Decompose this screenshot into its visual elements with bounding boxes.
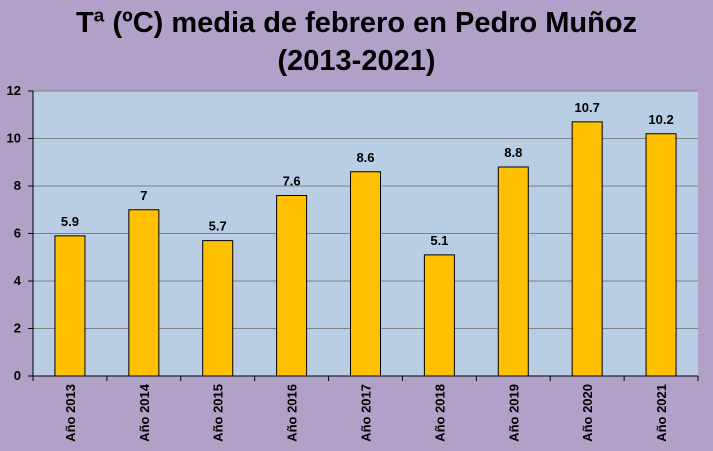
x-tick-label: Año 2015 bbox=[211, 384, 226, 442]
x-tick-label: Año 2016 bbox=[285, 384, 300, 442]
data-label: 5.7 bbox=[209, 219, 227, 234]
y-tick-label: 2 bbox=[14, 321, 21, 336]
chart-title: Tª (ºC) media de febrero en Pedro Muñoz … bbox=[0, 4, 713, 80]
data-label: 7 bbox=[140, 188, 147, 203]
data-label: 5.1 bbox=[430, 233, 448, 248]
data-label: 10.2 bbox=[648, 112, 673, 127]
data-label: 7.6 bbox=[283, 174, 301, 189]
x-tick-label: Año 2020 bbox=[580, 384, 595, 442]
bar bbox=[128, 209, 160, 377]
y-tick-label: 12 bbox=[7, 83, 21, 98]
bar bbox=[423, 254, 455, 377]
bar bbox=[497, 166, 529, 377]
data-label: 10.7 bbox=[575, 100, 600, 115]
bar bbox=[276, 195, 308, 377]
data-label: 8.6 bbox=[356, 150, 374, 165]
y-tick-label: 8 bbox=[14, 178, 21, 193]
x-tick-label: Año 2018 bbox=[432, 384, 447, 442]
x-tick-label: Año 2019 bbox=[506, 384, 521, 442]
y-tick-label: 0 bbox=[14, 368, 21, 383]
bar bbox=[202, 240, 234, 377]
data-label: 5.9 bbox=[61, 214, 79, 229]
data-label: 8.8 bbox=[504, 145, 522, 160]
bar bbox=[350, 171, 381, 377]
y-tick-label: 4 bbox=[14, 273, 22, 288]
bar bbox=[571, 121, 603, 377]
x-tick-label: Año 2017 bbox=[359, 384, 374, 442]
x-tick-label: Año 2014 bbox=[137, 383, 152, 442]
chart-title-line-2: (2013-2021) bbox=[277, 45, 436, 77]
y-tick-label: 10 bbox=[7, 131, 21, 146]
x-tick-label: Año 2013 bbox=[63, 384, 78, 442]
x-tick-label: Año 2021 bbox=[654, 384, 669, 442]
bar bbox=[645, 133, 677, 377]
bar bbox=[54, 235, 86, 377]
y-tick-label: 6 bbox=[14, 226, 21, 241]
chart-title-line-1: Tª (ºC) media de febrero en Pedro Muñoz bbox=[75, 7, 638, 39]
